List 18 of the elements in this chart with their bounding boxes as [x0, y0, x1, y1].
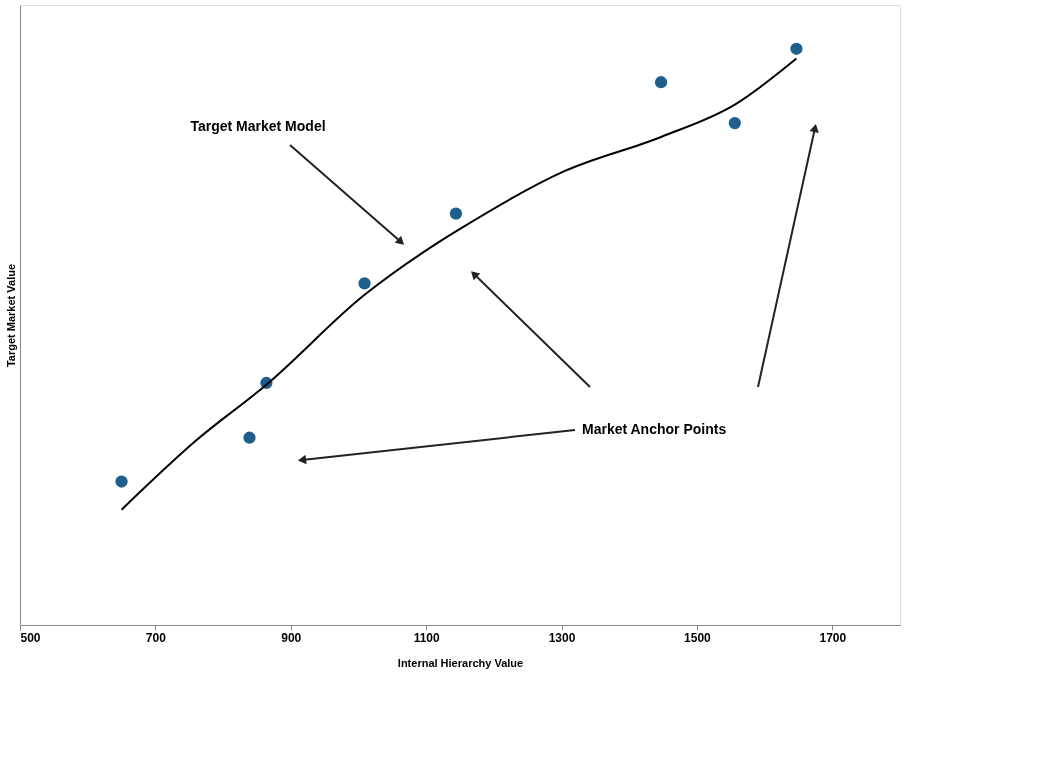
x-tick-label: 700	[145, 630, 167, 645]
y-axis-title: Target Market Value	[4, 263, 17, 368]
annotation: Market Anchor Points	[582, 421, 727, 437]
point	[654, 76, 668, 89]
point	[243, 431, 256, 444]
x-tick-label: 1100	[413, 630, 440, 645]
x-tick-label: 1700	[819, 630, 847, 645]
annotation: Target Market Model	[190, 118, 326, 134]
x-axis-title: Internal Hierarchy Value	[397, 656, 524, 669]
point	[115, 475, 128, 488]
x-tick-label: 1300	[548, 630, 576, 645]
x-tick-label: 500	[20, 630, 41, 645]
point	[449, 207, 463, 220]
point	[790, 42, 803, 55]
x-tick-label: 1500	[684, 630, 712, 645]
point	[358, 277, 371, 290]
point	[728, 117, 741, 130]
x-tick-label: 900	[281, 630, 302, 645]
